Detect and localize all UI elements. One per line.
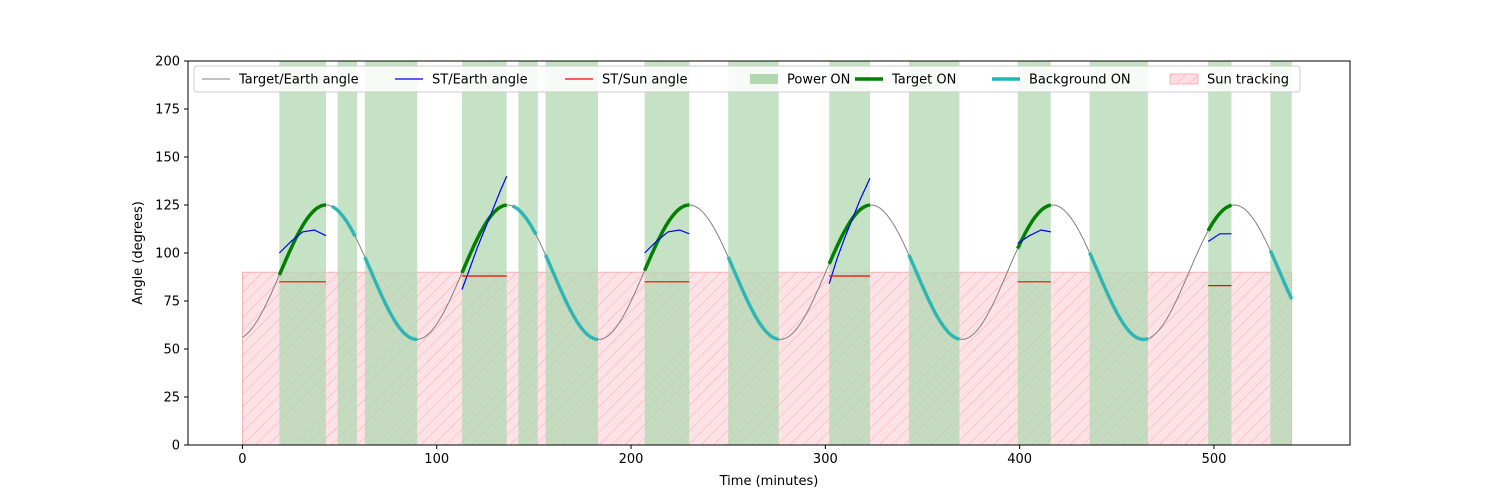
legend-swatch-patch	[750, 74, 778, 84]
legend-entry: Background ON	[992, 73, 1131, 88]
st-earth-segment	[1017, 229, 1051, 244]
background-on-segment	[511, 204, 538, 236]
legend-box	[193, 65, 1301, 93]
y-tick-label: 200	[155, 55, 180, 70]
x-tick-label: 400	[1007, 452, 1032, 467]
st-earth-segment	[461, 175, 508, 290]
x-tick-label: 200	[619, 452, 644, 467]
st-earth-segment	[278, 229, 327, 254]
power-on-span	[1270, 61, 1292, 445]
legend-label: Target ON	[891, 73, 956, 88]
legend-entry: Sun tracking	[1169, 73, 1289, 88]
power-on-span	[1017, 61, 1051, 445]
legend-label: Power ON	[787, 73, 850, 88]
y-tick-label: 50	[163, 343, 180, 358]
legend-entry: ST/Sun angle	[565, 73, 688, 88]
legend-label: Sun tracking	[1207, 73, 1289, 88]
target-on-segment	[1016, 203, 1051, 250]
background-on-segment	[1268, 249, 1294, 300]
y-tick-label: 125	[155, 199, 180, 214]
background-on-segment	[907, 254, 960, 341]
plot-area	[242, 61, 1294, 445]
target-on-segment	[1206, 203, 1233, 232]
y-tick-label: 175	[155, 103, 180, 118]
st-earth-segment	[644, 229, 690, 254]
legend: Target/Earth angle ST/Earth angle ST/Sun a…	[193, 65, 1301, 93]
background-on-segment	[726, 256, 779, 342]
background-on-segment	[331, 204, 357, 238]
power-on-span	[1208, 61, 1232, 445]
legend-entry: Power ON	[750, 73, 850, 88]
y-axis-label: Angle (degrees)	[131, 201, 146, 305]
plot-clip-group	[242, 61, 1294, 445]
legend-entry: Target ON	[855, 73, 956, 88]
background-on-segment	[543, 254, 599, 342]
x-tick-label: 300	[813, 452, 838, 467]
y-tick-label: 0	[172, 439, 180, 454]
y-tick-label: 150	[155, 151, 180, 166]
legend-label: Target/Earth angle	[238, 73, 359, 88]
axes: 0 100 200 300 400 500 0 25 50 75 100 125 150 175 200	[155, 55, 1351, 467]
st-earth-segment	[1207, 233, 1232, 242]
power-on-span	[545, 61, 599, 445]
x-axis-label: Time (minutes)	[719, 474, 819, 489]
y-tick-label: 25	[163, 391, 180, 406]
power-on-span	[908, 61, 960, 445]
power-on-span	[518, 61, 538, 445]
power-on-span	[1089, 61, 1148, 445]
y-tick-label: 100	[155, 247, 180, 262]
x-tick-label: 500	[1202, 452, 1227, 467]
power-on-span	[364, 61, 418, 445]
target-on-segment	[827, 203, 871, 265]
y-tick-label: 75	[163, 295, 180, 310]
target-on-segment	[277, 203, 326, 276]
power-on-span	[279, 61, 326, 445]
legend-label: ST/Earth angle	[432, 73, 528, 88]
target-on-segment	[460, 203, 508, 274]
legend-label: ST/Sun angle	[602, 73, 688, 88]
power-on-span	[337, 61, 358, 445]
x-tick-label: 100	[424, 452, 449, 467]
power-on-span	[728, 61, 779, 445]
background-on-segment	[363, 256, 418, 342]
legend-entry: ST/Earth angle	[395, 73, 528, 88]
background-on-segment	[1088, 251, 1149, 342]
st-earth-segment	[828, 177, 871, 284]
x-tick-label: 0	[238, 452, 246, 467]
power-on-span	[829, 61, 871, 445]
legend-label: Background ON	[1029, 73, 1131, 88]
legend-swatch-hatch-lines	[1170, 74, 1198, 84]
target-on-segment	[643, 203, 690, 272]
legend-entry: Target/Earth angle	[202, 73, 359, 88]
